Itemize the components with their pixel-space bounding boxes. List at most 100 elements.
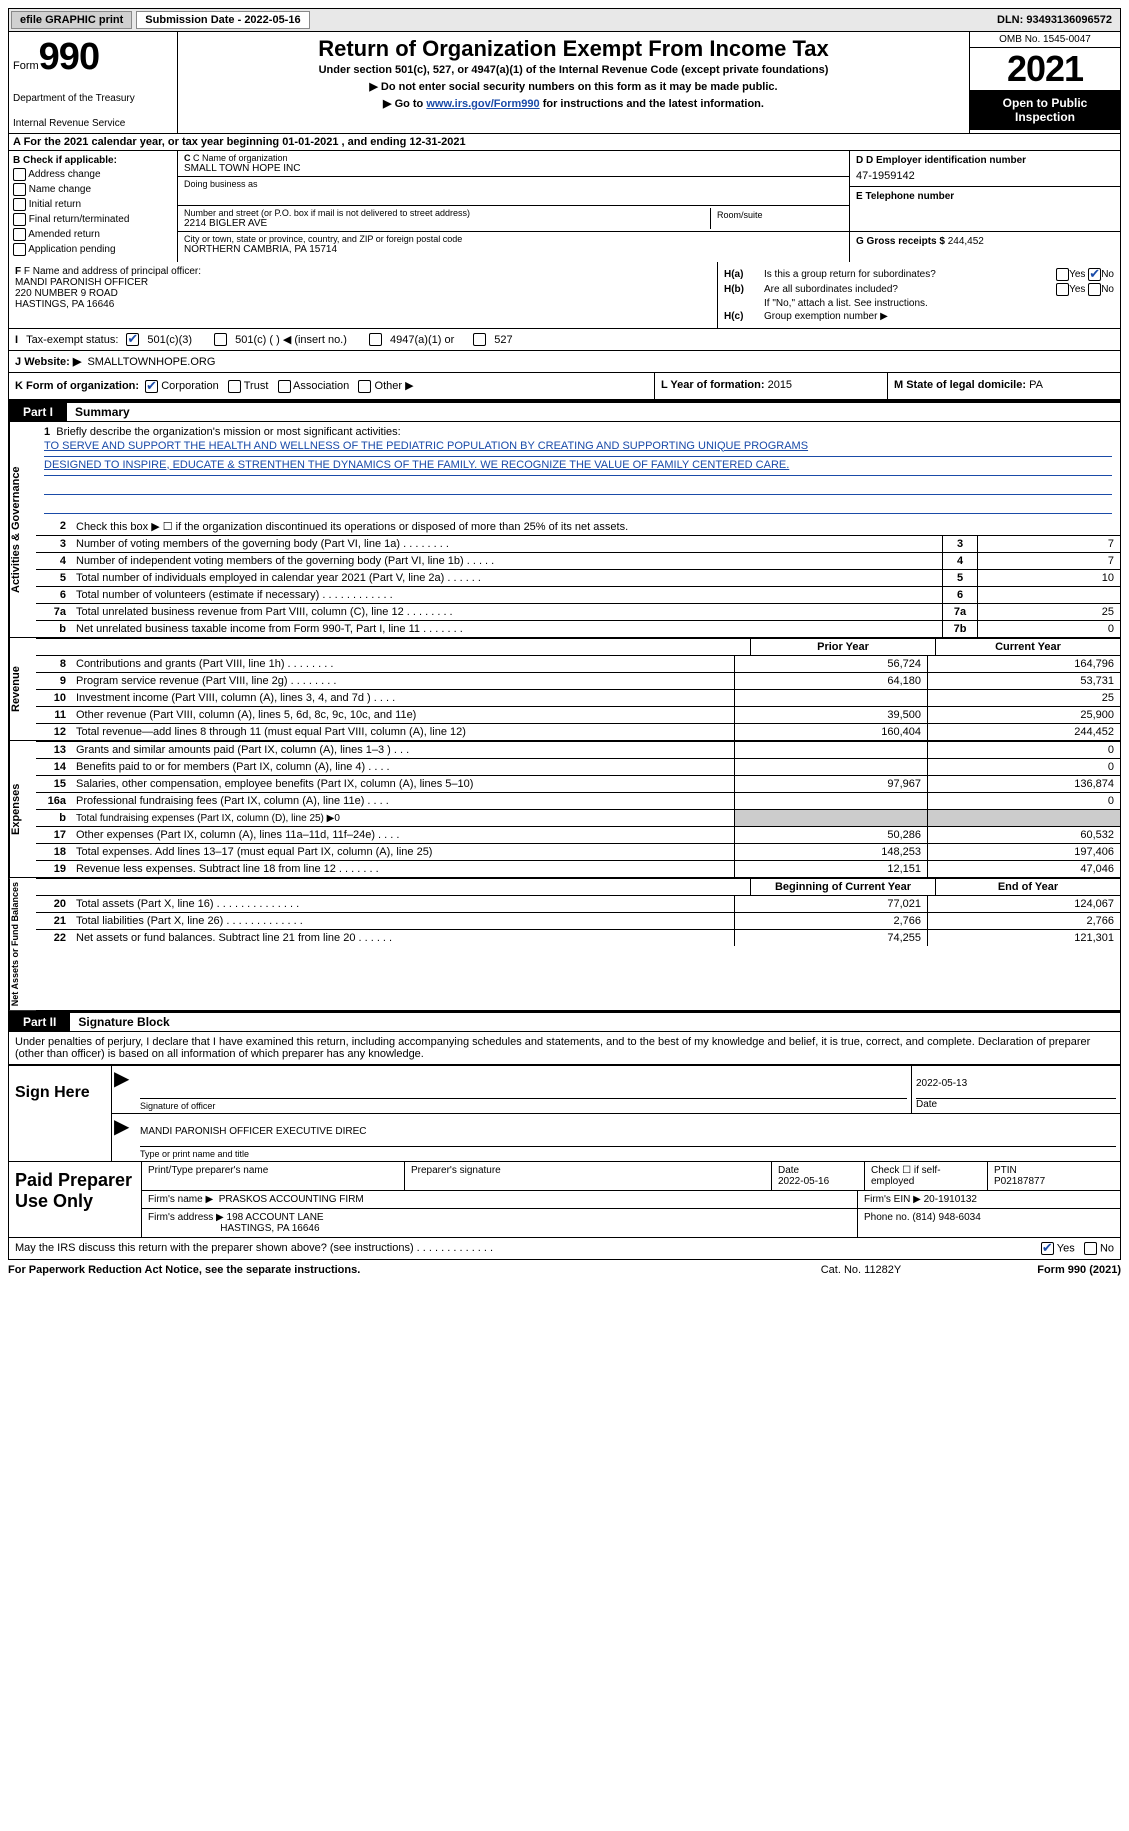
end-year-hdr: End of Year	[935, 879, 1120, 895]
mission-line-4	[44, 495, 1112, 514]
line-6: 6Total number of volunteers (estimate if…	[36, 586, 1120, 603]
tax-year: 2021	[970, 48, 1120, 90]
line-7a: 7aTotal unrelated business revenue from …	[36, 603, 1120, 620]
line-10: 10Investment income (Part VIII, column (…	[36, 689, 1120, 706]
officer-label: F Name and address of principal officer:	[24, 266, 201, 277]
bottom-row: For Paperwork Reduction Act Notice, see …	[8, 1260, 1121, 1280]
sig-date: 2022-05-13	[916, 1068, 1116, 1099]
row-fh: F F Name and address of principal office…	[8, 262, 1121, 329]
irs-discuss-yn: Yes No	[954, 1242, 1114, 1255]
line-4: 4Number of independent voting members of…	[36, 552, 1120, 569]
sig-date-label: Date	[916, 1099, 1116, 1110]
addr-value: 2214 BIGLER AVE	[184, 218, 710, 229]
h-a-yn: Yes No	[1014, 268, 1114, 281]
box-b-label: B Check if applicable:	[13, 155, 173, 166]
irs-discuss-text: May the IRS discuss this return with the…	[15, 1242, 954, 1255]
submission-date: Submission Date - 2022-05-16	[136, 11, 309, 29]
line-20: 20Total assets (Part X, line 16) . . . .…	[36, 895, 1120, 912]
signature-label: Signature of officer	[140, 1099, 907, 1111]
part-2-header: Part II Signature Block	[8, 1011, 1121, 1032]
side-expenses: Expenses	[9, 741, 36, 877]
line-19: 19Revenue less expenses. Subtract line 1…	[36, 860, 1120, 877]
chk-initial-return[interactable]: Initial return	[13, 198, 173, 211]
h-a-text: Is this a group return for subordinates?	[764, 269, 1014, 280]
line-12: 12Total revenue—add lines 8 through 11 (…	[36, 723, 1120, 740]
irs-discuss-row: May the IRS discuss this return with the…	[8, 1238, 1121, 1260]
box-c: C C Name of organization SMALL TOWN HOPE…	[178, 151, 849, 262]
part-1-header: Part I Summary	[8, 401, 1121, 422]
chk-application-pending[interactable]: Application pending	[13, 243, 173, 256]
chk-527[interactable]	[473, 333, 486, 346]
chk-assoc[interactable]	[278, 380, 291, 393]
chk-trust[interactable]	[228, 380, 241, 393]
form-note-link: ▶ Go to www.irs.gov/Form990 for instruct…	[186, 97, 961, 110]
arrow-icon: ▶	[112, 1114, 136, 1161]
sign-here-label: Sign Here	[9, 1066, 112, 1161]
city-value: NORTHERN CAMBRIA, PA 15714	[184, 244, 843, 255]
col-headers-rev: Prior Year Current Year	[36, 638, 1120, 655]
org-name-label: C C Name of organization	[184, 153, 843, 163]
line-2: 2Check this box ▶ ☐ if the organization …	[36, 518, 1120, 535]
officer-addr2: HASTINGS, PA 16646	[15, 299, 711, 310]
paperwork-notice: For Paperwork Reduction Act Notice, see …	[8, 1264, 761, 1276]
self-employed-chk[interactable]: Check ☐ if self-employed	[865, 1162, 988, 1190]
prep-name-label: Print/Type preparer's name	[148, 1165, 398, 1176]
officer-print-name: MANDI PARONISH OFFICER EXECUTIVE DIREC	[140, 1116, 1116, 1147]
h-c-label: H(c)	[724, 311, 764, 322]
part-2-title: Signature Block	[70, 1013, 177, 1031]
dept-treasury: Department of the Treasury	[13, 93, 173, 104]
form-header: Form990 Department of the Treasury Inter…	[8, 32, 1121, 134]
line-3: 3Number of voting members of the governi…	[36, 535, 1120, 552]
line-14: 14Benefits paid to or for members (Part …	[36, 758, 1120, 775]
side-net-assets: Net Assets or Fund Balances	[9, 878, 36, 1010]
mission-line-2: DESIGNED TO INSPIRE, EDUCATE & STRENTHEN…	[44, 457, 1112, 476]
chk-final-return[interactable]: Final return/terminated	[13, 213, 173, 226]
irs-link[interactable]: www.irs.gov/Form990	[426, 98, 539, 110]
line-15: 15Salaries, other compensation, employee…	[36, 775, 1120, 792]
h-a-label: H(a)	[724, 269, 764, 280]
arrow-icon: ▶	[112, 1066, 136, 1113]
firm-ein-label: Firm's EIN ▶	[864, 1194, 921, 1205]
officer-print-label: Type or print name and title	[140, 1147, 1116, 1159]
chk-other[interactable]	[358, 380, 371, 393]
chk-discuss-yes[interactable]	[1041, 1242, 1054, 1255]
prior-year-hdr: Prior Year	[750, 639, 935, 655]
firm-ein: 20-1910132	[924, 1194, 977, 1205]
chk-501c3[interactable]	[126, 333, 139, 346]
line-17: 17Other expenses (Part IX, column (A), l…	[36, 826, 1120, 843]
firm-name: PRASKOS ACCOUNTING FIRM	[219, 1194, 364, 1205]
part-1-tag: Part I	[9, 403, 67, 421]
prep-date-label: Date	[778, 1165, 858, 1176]
chk-4947[interactable]	[369, 333, 382, 346]
part-1-title: Summary	[67, 403, 138, 421]
chk-discuss-no[interactable]	[1084, 1242, 1097, 1255]
chk-address-change[interactable]: Address change	[13, 168, 173, 181]
form-number: 990	[39, 36, 99, 78]
box-m: M State of legal domicile: PA	[887, 373, 1120, 399]
chk-corp[interactable]	[145, 380, 158, 393]
form-subtitle: Under section 501(c), 527, or 4947(a)(1)…	[186, 64, 961, 76]
firm-phone-label: Phone no.	[864, 1212, 910, 1223]
h-b-text: Are all subordinates included?	[764, 284, 1014, 295]
chk-501c[interactable]	[214, 333, 227, 346]
ein-label: D D Employer identification number	[856, 155, 1114, 166]
box-k: K Form of organization: Corporation Trus…	[9, 373, 654, 399]
firm-name-label: Firm's name ▶	[148, 1194, 213, 1205]
signature-line[interactable]	[140, 1068, 907, 1099]
line-13: 13Grants and similar amounts paid (Part …	[36, 741, 1120, 758]
dln: DLN: 93493136096572	[997, 14, 1118, 26]
city-label: City or town, state or province, country…	[184, 234, 843, 244]
header-right: OMB No. 1545-0047 2021 Open to Public In…	[970, 32, 1120, 133]
line-9: 9Program service revenue (Part VIII, lin…	[36, 672, 1120, 689]
form-title: Return of Organization Exempt From Incom…	[186, 36, 961, 62]
current-year-hdr: Current Year	[935, 639, 1120, 655]
ptin-value: P02187877	[994, 1176, 1114, 1187]
block-bcd: B Check if applicable: Address change Na…	[8, 151, 1121, 262]
chk-name-change[interactable]: Name change	[13, 183, 173, 196]
firm-phone: (814) 948-6034	[912, 1212, 980, 1223]
chk-amended-return[interactable]: Amended return	[13, 228, 173, 241]
efile-button[interactable]: efile GRAPHIC print	[11, 11, 132, 29]
paid-preparer-label: Paid Preparer Use Only	[9, 1162, 142, 1237]
org-name: SMALL TOWN HOPE INC	[184, 163, 843, 174]
h-b-note: If "No," attach a list. See instructions…	[764, 298, 1114, 309]
